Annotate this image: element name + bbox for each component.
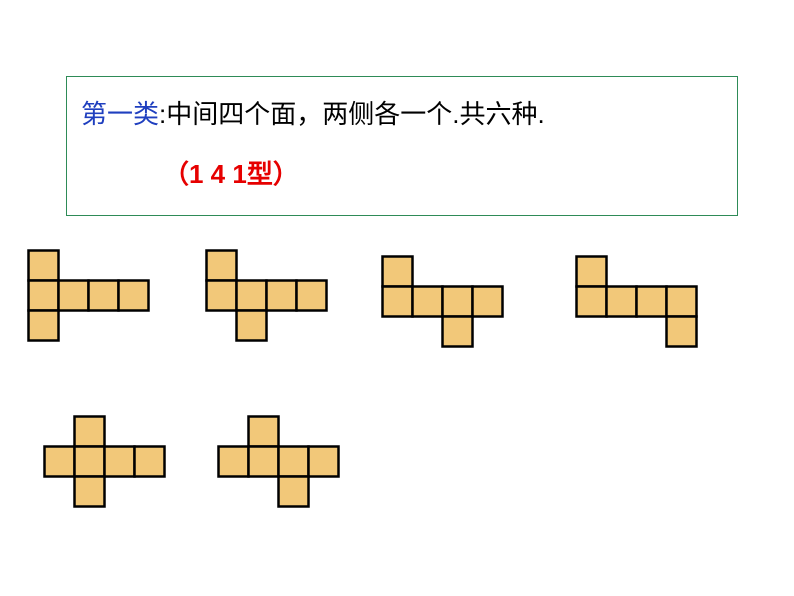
net-cell	[577, 257, 607, 287]
net-cell	[607, 287, 637, 317]
line2-type-label: （1 4 1型）	[163, 154, 723, 191]
net-cell	[443, 287, 473, 317]
net-cell	[279, 447, 309, 477]
net-cell	[279, 477, 309, 507]
net-cell	[119, 281, 149, 311]
net-cell	[59, 281, 89, 311]
net-cell	[75, 447, 105, 477]
net-cell	[249, 447, 279, 477]
net-cell	[297, 281, 327, 311]
net-cell	[667, 287, 697, 317]
cube-net-shape-3	[380, 254, 505, 349]
net-cell	[667, 317, 697, 347]
net-cell	[75, 477, 105, 507]
net-cell	[207, 281, 237, 311]
net-cell	[29, 281, 59, 311]
net-cell	[309, 447, 339, 477]
net-cell	[473, 287, 503, 317]
net-cell	[577, 287, 607, 317]
net-cell	[29, 311, 59, 341]
net-cell	[29, 251, 59, 281]
cube-net-shape-4	[574, 254, 699, 349]
net-cell	[219, 447, 249, 477]
net-cell	[89, 281, 119, 311]
net-cell	[249, 417, 279, 447]
net-cell	[443, 317, 473, 347]
category-text-box: 第一类:中间四个面，两侧各一个.共六种. （1 4 1型）	[66, 76, 738, 216]
net-cell	[413, 287, 443, 317]
net-cell	[237, 281, 267, 311]
net-cell	[383, 287, 413, 317]
net-cell	[105, 447, 135, 477]
net-cell	[45, 447, 75, 477]
net-cell	[237, 311, 267, 341]
line1-rest: :中间四个面，两侧各一个.共六种.	[159, 99, 545, 129]
line1-prefix: 第一类	[81, 99, 159, 129]
net-cell	[267, 281, 297, 311]
net-cell	[207, 251, 237, 281]
line1: 第一类:中间四个面，两侧各一个.共六种.	[81, 95, 723, 134]
net-cell	[383, 257, 413, 287]
net-cell	[637, 287, 667, 317]
net-cell	[135, 447, 165, 477]
cube-net-shape-5	[42, 414, 167, 509]
cube-net-shape-1	[26, 248, 151, 343]
cube-net-shape-2	[204, 248, 329, 343]
cube-net-shape-6	[216, 414, 341, 509]
net-cell	[75, 417, 105, 447]
